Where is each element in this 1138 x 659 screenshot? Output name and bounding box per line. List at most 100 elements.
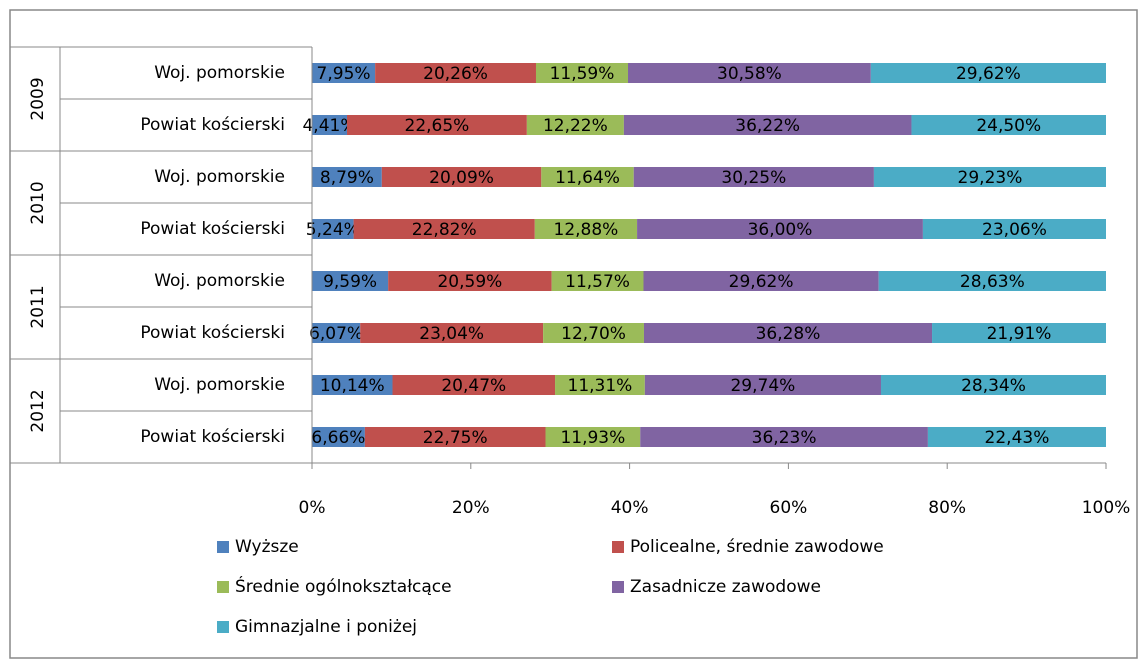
data-label: 20,47%: [441, 376, 506, 396]
y-tick-label: Powiat kościerski: [140, 323, 285, 343]
data-label: 20,09%: [429, 168, 494, 188]
bar-segment: [526, 115, 624, 135]
legend-swatch: [217, 621, 229, 633]
bar-segment: [623, 115, 912, 135]
data-label: 11,57%: [565, 272, 630, 292]
bar-segment: [644, 375, 881, 395]
data-label: 20,26%: [423, 64, 488, 84]
data-label: 22,82%: [412, 220, 477, 240]
bar-segment: [640, 427, 928, 447]
data-label: 6,07%: [309, 324, 363, 344]
bar-segment: [545, 427, 641, 447]
bar-segment: [880, 375, 1106, 395]
y-tick-label: Woj. pomorskie: [154, 271, 285, 291]
bar-segment: [312, 63, 376, 83]
y-tick-label: Woj. pomorskie: [154, 375, 285, 395]
bar-segment: [628, 63, 871, 83]
legend-swatch: [612, 541, 624, 553]
bar-segment: [878, 271, 1106, 291]
y-tick-label: Powiat kościerski: [140, 219, 285, 239]
data-label: 36,22%: [735, 116, 800, 136]
bar-segment: [375, 63, 536, 83]
data-label: 28,34%: [961, 376, 1026, 396]
bar-segment: [353, 219, 535, 239]
bar-segment: [312, 375, 393, 395]
data-label: 36,23%: [752, 428, 817, 448]
bar-segment: [312, 271, 389, 291]
data-label: 30,58%: [717, 64, 782, 84]
x-tick-label: 80%: [928, 498, 966, 518]
data-label: 6,66%: [311, 428, 365, 448]
bar-segment: [360, 323, 544, 343]
data-label: 22,75%: [423, 428, 488, 448]
bar-segment: [555, 375, 645, 395]
legend-label: Wyższe: [235, 537, 299, 557]
x-tick-label: 60%: [770, 498, 808, 518]
data-label: 12,70%: [561, 324, 626, 344]
y-tick-label: Woj. pomorskie: [154, 167, 285, 187]
bar-segment: [312, 219, 354, 239]
bar-segment: [312, 115, 348, 135]
y-tick-label: Powiat kościerski: [140, 115, 285, 135]
legend-swatch: [217, 541, 229, 553]
bar-segment: [312, 323, 361, 343]
bar-segment: [637, 219, 923, 239]
data-label: 10,14%: [320, 376, 385, 396]
y-tick-label: Woj. pomorskie: [154, 63, 285, 83]
data-label: 36,28%: [756, 324, 821, 344]
bar-segment: [643, 271, 879, 291]
data-label: 23,04%: [419, 324, 484, 344]
data-label: 11,59%: [550, 64, 615, 84]
legend-label: Zasadnicze zawodowe: [630, 577, 821, 597]
data-label: 7,95%: [317, 64, 371, 84]
y-tick-label: Powiat kościerski: [140, 427, 285, 447]
bar-segment: [381, 167, 542, 187]
data-label: 29,62%: [956, 64, 1021, 84]
x-tick-label: 0%: [299, 498, 326, 518]
data-label: 30,25%: [721, 168, 786, 188]
x-tick-label: 40%: [611, 498, 649, 518]
bar-segment: [312, 427, 365, 447]
data-label: 29,23%: [958, 168, 1023, 188]
bar-segment: [870, 63, 1106, 83]
x-tick-label: 100%: [1082, 498, 1131, 518]
group-label: 2009: [28, 77, 48, 120]
data-label: 9,59%: [323, 272, 377, 292]
bar-segment: [535, 63, 629, 83]
bar-segment: [873, 167, 1106, 187]
bar-segment: [312, 167, 382, 187]
bar-segment: [364, 427, 546, 447]
bar-segment: [633, 167, 874, 187]
group-label: 2010: [28, 181, 48, 224]
bar-segment: [911, 115, 1106, 135]
data-label: 12,88%: [554, 220, 619, 240]
x-tick-label: 20%: [452, 498, 490, 518]
data-label: 28,63%: [960, 272, 1025, 292]
bar-segment: [534, 219, 638, 239]
bar-segment: [927, 427, 1106, 447]
bar-segment: [551, 271, 644, 291]
data-label: 20,59%: [437, 272, 502, 292]
data-label: 22,43%: [985, 428, 1050, 448]
data-label: 4,41%: [302, 116, 356, 136]
legend-label: Średnie ogólnokształcące: [235, 575, 452, 597]
data-label: 11,31%: [568, 376, 633, 396]
legend-label: Policealne, średnie zawodowe: [630, 537, 884, 557]
group-label: 2012: [28, 389, 48, 432]
data-label: 8,79%: [320, 168, 374, 188]
data-label: 11,93%: [560, 428, 625, 448]
legend-swatch: [217, 581, 229, 593]
data-label: 36,00%: [748, 220, 813, 240]
bar-segment: [932, 323, 1106, 343]
legend-swatch: [612, 581, 624, 593]
bar-segment: [541, 167, 634, 187]
bar-segment: [388, 271, 552, 291]
group-label: 2011: [28, 285, 48, 328]
bar-segment: [347, 115, 527, 135]
data-label: 21,91%: [987, 324, 1052, 344]
legend-label: Gimnazjalne i poniżej: [235, 617, 417, 637]
data-label: 22,65%: [405, 116, 470, 136]
bar-segment: [543, 323, 644, 343]
bar-segment: [643, 323, 933, 343]
